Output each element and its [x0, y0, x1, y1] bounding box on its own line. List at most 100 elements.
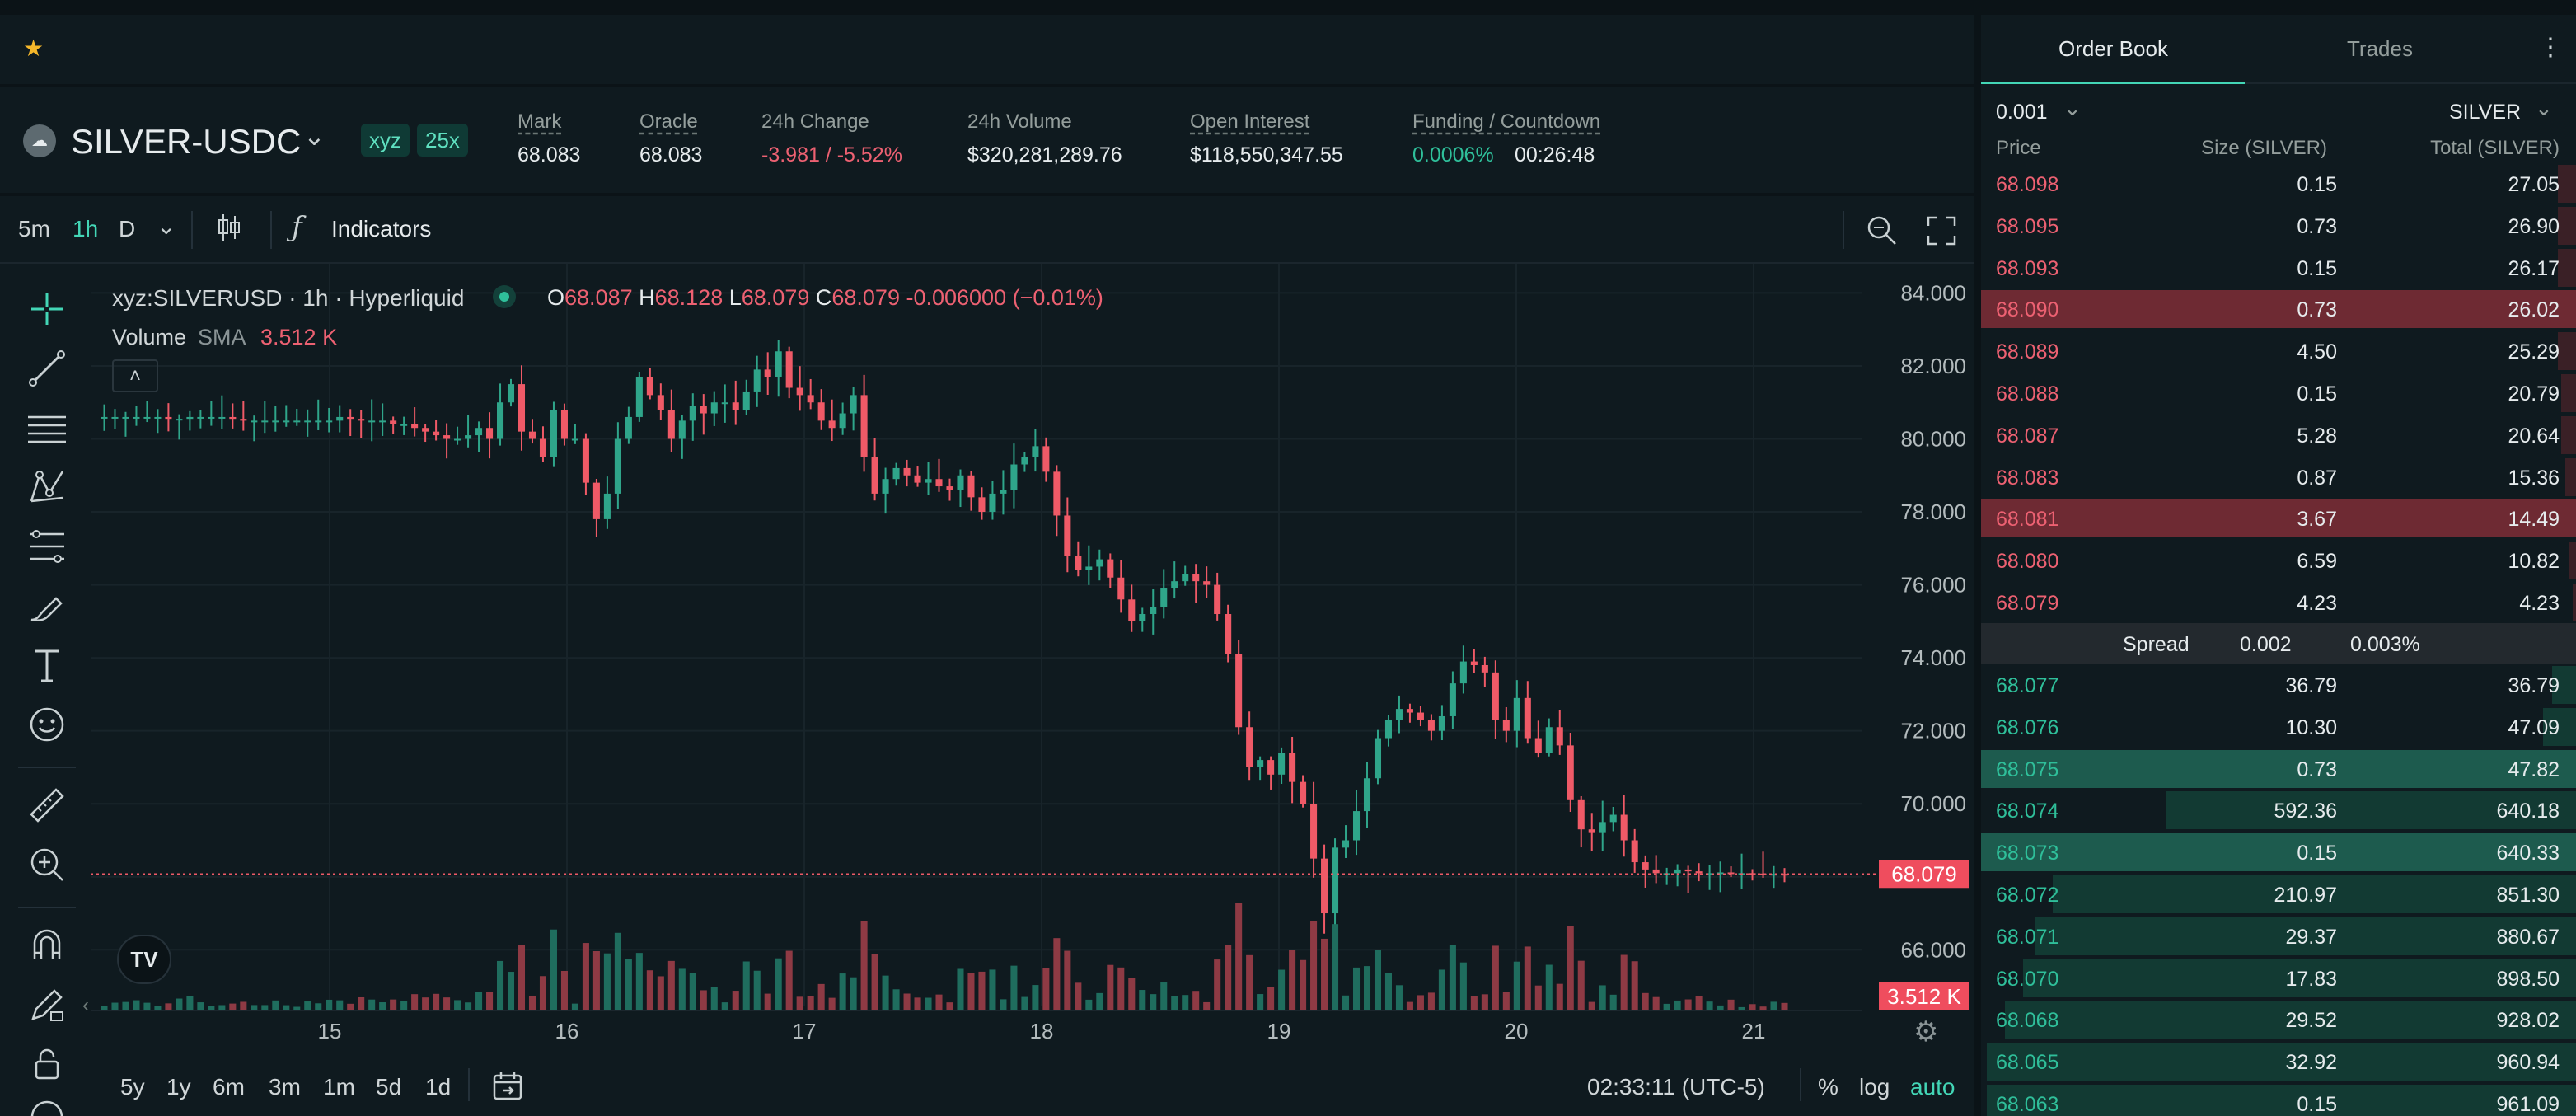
order-size: 0.15 [2297, 173, 2337, 196]
ask-row[interactable]: 68.080 6.59 10.82 [1981, 540, 2576, 581]
bid-row[interactable]: 68.076 10.30 47.09 [1981, 706, 2576, 748]
bid-row[interactable]: 68.075 0.73 47.82 [1981, 748, 2576, 790]
period-5d[interactable]: 5d [376, 1074, 402, 1100]
candle-body [251, 420, 258, 423]
ruler-icon[interactable] [25, 783, 69, 828]
bid-row[interactable]: 68.073 0.15 640.33 [1981, 832, 2576, 873]
volume-bar [422, 997, 429, 1010]
candle-body [1332, 847, 1339, 914]
period-3m[interactable]: 3m [269, 1074, 301, 1100]
order-price: 68.071 [1996, 925, 2059, 949]
candle-body [550, 410, 557, 457]
clock-display[interactable]: 02:33:11 (UTC-5) [1587, 1074, 1765, 1100]
pencil-lock-icon[interactable] [25, 982, 69, 1027]
period-1y[interactable]: 1y [166, 1074, 191, 1100]
magnet-icon[interactable] [25, 923, 69, 968]
text-icon[interactable] [25, 643, 69, 687]
candles-icon[interactable] [216, 211, 242, 250]
order-total: 851.30 [2496, 884, 2560, 907]
period-5y[interactable]: 5y [120, 1074, 145, 1100]
eye-icon[interactable] [25, 1095, 69, 1116]
bid-row[interactable]: 68.063 0.15 961.09 [1981, 1083, 2576, 1116]
tradingview-logo[interactable]: TV [117, 935, 171, 984]
stat-label[interactable]: Mark [518, 110, 562, 133]
depth-bar [2558, 206, 2576, 245]
stat-label[interactable]: Open Interest [1190, 110, 1310, 133]
volume-bar [753, 970, 761, 1010]
candle-body [1759, 873, 1767, 875]
stat-label[interactable]: Funding / Countdown [1412, 110, 1601, 133]
horizontal-lines-icon[interactable] [25, 407, 69, 452]
period-6m[interactable]: 6m [213, 1074, 245, 1100]
ask-row[interactable]: 68.083 0.87 15.36 [1981, 457, 2576, 498]
ask-row[interactable]: 68.089 4.50 25.29 [1981, 331, 2576, 372]
volume-bar [1481, 994, 1488, 1010]
pattern-icon[interactable] [25, 465, 69, 509]
period-1m[interactable]: 1m [323, 1074, 355, 1100]
period-1d[interactable]: 1d [425, 1074, 452, 1100]
emoji-icon[interactable] [25, 702, 69, 747]
collapse-legend-button[interactable]: ˄ [112, 359, 158, 392]
candle-body [208, 416, 215, 419]
bid-row[interactable]: 68.070 17.83 898.50 [1981, 958, 2576, 999]
fullscreen-icon[interactable] [1927, 216, 1956, 251]
ask-row[interactable]: 68.079 4.23 4.23 [1981, 582, 2576, 623]
bid-row[interactable]: 68.072 210.97 851.30 [1981, 874, 2576, 915]
symbol-selector[interactable]: ☁ SILVER-USDC ⌄ [23, 119, 336, 163]
candle-body [528, 431, 536, 439]
stat-label[interactable]: Oracle [639, 110, 698, 133]
auto-toggle[interactable]: auto [1910, 1074, 1955, 1100]
collapse-arrow-icon[interactable]: ‹ [82, 994, 89, 1016]
zoom-search-icon[interactable] [1864, 213, 1900, 255]
log-toggle[interactable]: log [1859, 1074, 1890, 1100]
volume-label: Volume [112, 325, 187, 349]
depth-bar [2005, 1001, 2576, 1039]
ask-row[interactable]: 68.090 0.73 26.02 [1981, 288, 2576, 330]
trend-line-icon[interactable] [25, 346, 69, 391]
ask-row[interactable]: 68.098 0.15 27.05 [1981, 163, 2576, 204]
price-chart[interactable]: 84.000 82.000 80.000 78.000 76.000 74.000 72.0… [91, 264, 1974, 1096]
tab-order-book[interactable]: Order Book [2058, 36, 2168, 61]
bid-row[interactable]: 68.065 32.92 960.94 [1981, 1041, 2576, 1082]
col-total: Total (SILVER) [2430, 137, 2560, 159]
brush-icon[interactable] [25, 584, 69, 628]
order-price: 68.076 [1996, 715, 2059, 739]
interval-5m[interactable]: 5m [18, 216, 50, 241]
order-total: 20.79 [2508, 382, 2560, 406]
indicators-button[interactable]: ƒ Indicators [292, 211, 448, 246]
date-range-icon[interactable] [491, 1070, 524, 1107]
tab-trades[interactable]: Trades [2347, 36, 2413, 61]
ask-row[interactable]: 68.093 0.15 26.17 [1981, 247, 2576, 288]
bid-row[interactable]: 68.074 592.36 640.18 [1981, 790, 2576, 831]
order-total: 25.29 [2508, 340, 2560, 364]
unit-select[interactable]: SILVER ⌄ [2449, 96, 2564, 127]
volume-bar [1577, 960, 1585, 1010]
price-axis-label: 78.000 [1900, 499, 1966, 524]
bid-row[interactable]: 68.071 29.37 880.67 [1981, 916, 2576, 957]
fib-retracement-icon[interactable] [25, 524, 69, 569]
lock-icon[interactable] [25, 1042, 69, 1086]
order-price: 68.081 [1996, 508, 2059, 532]
zoom-in-icon[interactable] [25, 842, 69, 887]
ask-row[interactable]: 68.081 3.67 14.49 [1981, 498, 2576, 539]
interval-d[interactable]: D [119, 216, 136, 241]
chevron-down-icon[interactable]: ⌄ [157, 213, 176, 239]
ask-row[interactable]: 68.088 0.15 20.79 [1981, 373, 2576, 414]
settings-gear-icon[interactable]: ⚙ [1913, 1016, 1939, 1048]
candle-body [1459, 661, 1467, 684]
depth-bar [2166, 791, 2576, 830]
crosshair-icon[interactable] [25, 287, 69, 331]
tick-size-select[interactable]: 0.001 ⌄ [1996, 96, 2095, 127]
percent-toggle[interactable]: % [1818, 1074, 1838, 1100]
volume-bar [935, 994, 943, 1010]
ask-row[interactable]: 68.087 5.28 20.64 [1981, 415, 2576, 456]
ask-row[interactable]: 68.095 0.73 26.90 [1981, 205, 2576, 246]
bid-row[interactable]: 68.068 29.52 928.02 [1981, 999, 2576, 1040]
interval-1h[interactable]: 1h [73, 216, 99, 241]
bid-row[interactable]: 68.077 36.79 36.79 [1981, 664, 2576, 706]
candle-body [1171, 581, 1178, 589]
legend-ohlc: O68.087 H68.128 L68.079 C68.079 -0.00600… [547, 285, 1103, 311]
order-price: 68.072 [1996, 884, 2059, 907]
more-options-icon[interactable]: ⋮ [2538, 34, 2563, 61]
star-icon[interactable]: ★ [23, 35, 44, 61]
